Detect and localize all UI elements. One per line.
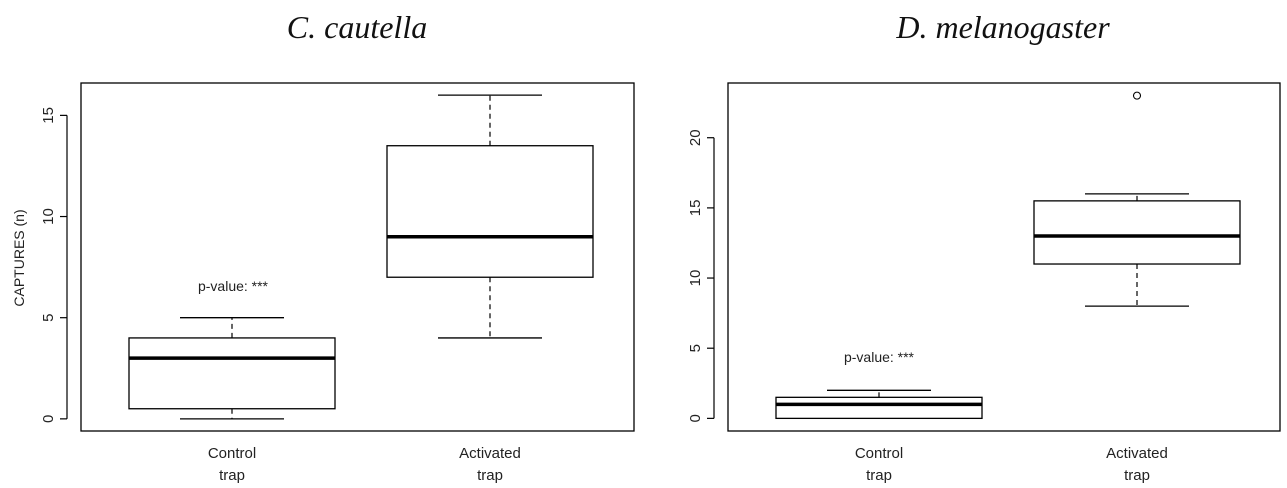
- y-tick-label: 10: [687, 270, 704, 287]
- iqr-box: [386, 145, 594, 278]
- x-category-label: Control: [208, 445, 256, 462]
- boxplot-1: [1033, 91, 1241, 307]
- plot-frame: [727, 82, 1281, 432]
- boxplots: [775, 91, 1241, 420]
- y-tick-label: 0: [687, 414, 704, 422]
- iqr-box: [1033, 200, 1241, 265]
- y-tick-label: 0: [40, 415, 57, 423]
- chart-title: C. cautella: [287, 9, 427, 45]
- panel-c-cautella: C. cautella CAPTURES (n) p-value: *** 0 5…: [11, 9, 635, 484]
- boxplot-0: [775, 389, 983, 420]
- iqr-box: [128, 337, 336, 410]
- x-category-label: trap: [219, 467, 245, 484]
- iqr-box: [775, 396, 983, 420]
- chart-title: D. melanogaster: [895, 9, 1110, 45]
- p-value-annotation: p-value: ***: [198, 278, 269, 294]
- x-category-label: Control: [855, 445, 903, 462]
- x-category-label: trap: [477, 467, 503, 484]
- x-category-label: trap: [866, 467, 892, 484]
- x-axis-labels: Control trap Activated trap: [855, 445, 1168, 484]
- boxplot-1: [386, 94, 594, 339]
- y-axis: 0 5 10 15: [40, 107, 68, 423]
- y-axis-label: CAPTURES (n): [11, 209, 27, 306]
- boxplots: [128, 94, 594, 420]
- panel-d-melanogaster: D. melanogaster p-value: *** 0 5 10 15 20 Co…: [687, 9, 1281, 484]
- y-tick-label: 20: [687, 129, 704, 146]
- x-category-label: trap: [1124, 467, 1150, 484]
- boxplot-0: [128, 317, 336, 420]
- p-value-annotation: p-value: ***: [844, 349, 915, 365]
- x-axis-labels: Control trap Activated trap: [208, 445, 521, 484]
- y-tick-label: 15: [687, 200, 704, 217]
- y-tick-label: 5: [687, 344, 704, 352]
- x-category-label: Activated: [1106, 445, 1168, 462]
- y-tick-label: 15: [40, 107, 57, 124]
- x-category-label: Activated: [459, 445, 521, 462]
- y-axis: 0 5 10 15 20: [687, 129, 715, 423]
- plot-frame: [80, 82, 635, 432]
- outlier-point: [1132, 91, 1142, 100]
- y-tick-label: 5: [40, 314, 57, 322]
- y-tick-label: 10: [40, 208, 57, 225]
